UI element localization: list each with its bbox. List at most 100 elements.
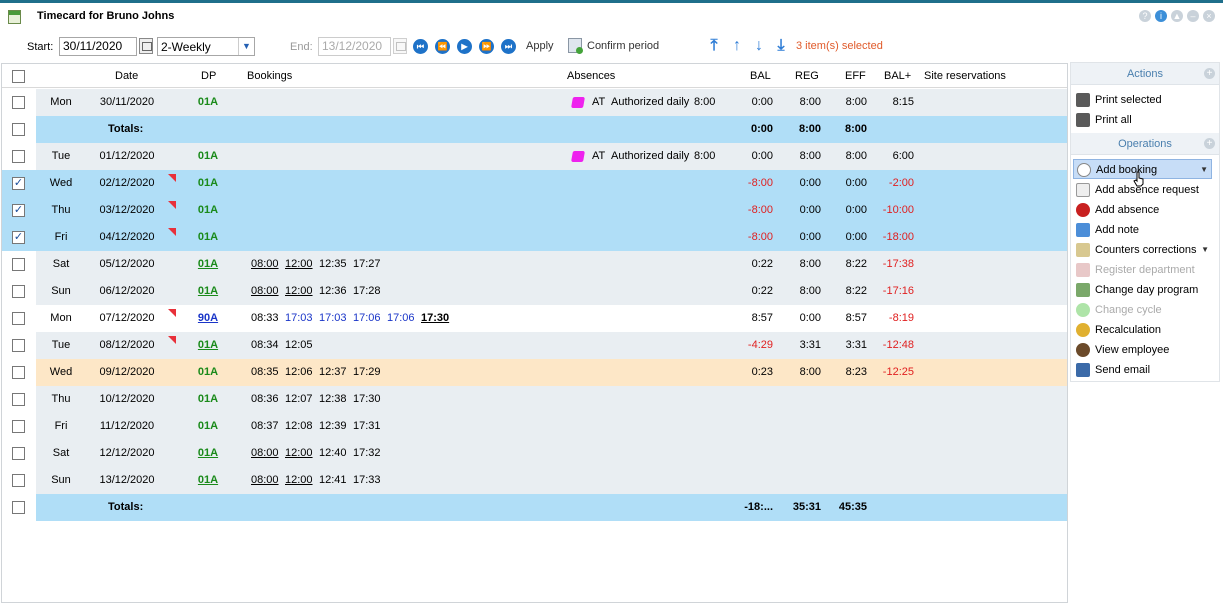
help-icon[interactable]: ? [1139,10,1151,22]
table-row[interactable]: Wed 09/12/2020 01A 08:35 12:06 12:37 17:… [2,359,1067,386]
header-absences[interactable]: Absences [567,70,616,82]
add-absence-item[interactable]: Add absence [1073,200,1212,220]
next-period-icon[interactable]: ⏩ [479,39,494,54]
play-icon[interactable]: ▶ [457,39,472,54]
row-checkbox[interactable] [12,501,25,514]
move-up-icon[interactable]: ↑ [733,37,741,54]
operations-header[interactable]: Operations + [1071,133,1219,155]
add-absence-request-item[interactable]: Add absence request [1073,180,1212,200]
row-dp-link[interactable]: 90A [197,312,219,324]
collapse-icon[interactable]: + [1204,68,1215,79]
booking-link[interactable]: 17:30 [421,312,450,324]
booking-link[interactable]: 08:00 [251,474,279,486]
table-row[interactable]: Sat 12/12/2020 01A 08:00 12:00 12:40 17:… [2,440,1067,467]
counters-corrections-item[interactable]: Counters corrections ▼ [1073,240,1212,260]
row-checkbox-checked[interactable]: ✓ [12,204,25,217]
totals-label: Totals: [108,501,144,513]
row-checkbox[interactable] [12,123,25,136]
header-date[interactable]: Date [115,70,139,82]
row-checkbox[interactable] [12,312,25,325]
minimize-icon[interactable]: – [1187,10,1199,22]
close-icon[interactable]: × [1203,10,1215,22]
print-all-item[interactable]: Print all [1073,110,1212,130]
table-row[interactable]: ✓ Thu 03/12/2020 01A -8:00 0:00 0:00 -10… [2,197,1067,224]
collapse-icon[interactable]: + [1204,138,1215,149]
row-checkbox-checked[interactable]: ✓ [12,177,25,190]
table-row[interactable]: Mon 30/11/2020 01A AT Authorized daily 8… [2,89,1067,116]
move-down-icon[interactable]: ↓ [755,37,763,54]
chevron-down-icon[interactable]: ▼ [1200,165,1208,174]
table-row[interactable]: Tue 08/12/2020 01A 08:34 12:05 -4:29 3:3… [2,332,1067,359]
header-site-reservations[interactable]: Site reservations [924,70,1006,82]
actions-header[interactable]: Actions + [1071,63,1219,85]
booking: 08:35 [251,366,279,378]
table-row[interactable]: Tue 01/12/2020 01A AT Authorized daily 8… [2,143,1067,170]
apply-button[interactable]: Apply [526,40,554,52]
row-checkbox[interactable] [12,393,25,406]
last-period-icon[interactable]: ⏭ [501,39,516,54]
row-checkbox[interactable] [12,420,25,433]
booking-link[interactable]: 08:00 [251,285,279,297]
start-date-input[interactable]: 30/11/2020 [59,37,137,56]
select-all-checkbox[interactable] [12,70,25,83]
table-row[interactable]: Sun 13/12/2020 01A 08:00 12:00 12:41 17:… [2,467,1067,494]
table-row[interactable]: ✓ Fri 04/12/2020 01A -8:00 0:00 0:00 -18… [2,224,1067,251]
info-icon[interactable]: i [1155,10,1167,22]
table-row[interactable]: ✓ Wed 02/12/2020 01A -8:00 0:00 0:00 -2:… [2,170,1067,197]
window-top-border [0,0,1223,3]
row-checkbox[interactable] [12,258,25,271]
row-checkbox[interactable] [12,339,25,352]
row-checkbox[interactable] [12,474,25,487]
change-day-program-item[interactable]: Change day program [1073,280,1212,300]
table-row[interactable]: Sun 06/12/2020 01A 08:00 12:00 12:36 17:… [2,278,1067,305]
booking-link[interactable]: 08:00 [251,258,279,270]
booking: 12:35 [319,258,347,270]
row-bal: -8:00 [747,204,773,216]
confirm-period-icon[interactable] [568,38,583,54]
booking-link[interactable]: 08:00 [251,447,279,459]
table-row[interactable]: Sat 05/12/2020 01A 08:00 12:00 12:35 17:… [2,251,1067,278]
recalculation-item[interactable]: Recalculation [1073,320,1212,340]
chevron-down-icon[interactable]: ▼ [1201,245,1209,254]
table-row[interactable]: Fri 11/12/2020 01A 08:37 12:08 12:39 17:… [2,413,1067,440]
header-dp[interactable]: DP [201,70,217,82]
row-dp-link[interactable]: 01A [197,339,219,351]
header-bookings[interactable]: Bookings [247,70,293,82]
first-period-icon[interactable]: ⏮ [413,39,428,54]
row-dp-link[interactable]: 01A [197,447,219,459]
booking: 12:41 [319,474,347,486]
booking-link[interactable]: 12:00 [285,258,313,270]
row-checkbox[interactable] [12,285,25,298]
add-booking-item[interactable]: Add booking ▼ [1073,159,1212,179]
print-selected-item[interactable]: Print selected [1073,90,1212,110]
move-top-icon[interactable]: ⤒ [710,37,718,54]
up-icon[interactable]: ▲ [1171,10,1183,22]
confirm-period-button[interactable]: Confirm period [587,40,660,52]
previous-period-icon[interactable]: ⏪ [435,39,450,54]
row-dp-link[interactable]: 01A [197,285,219,297]
row-checkbox[interactable] [12,150,25,163]
header-bal[interactable]: BAL [750,70,771,82]
header-balp[interactable]: BAL+ [884,70,912,82]
period-select[interactable]: 2-Weekly ▼ [157,37,255,56]
booking-link[interactable]: 12:00 [285,447,313,459]
table-row[interactable]: Mon 07/12/2020 90A 08:33 17:03 17:03 17:… [2,305,1067,332]
row-checkbox[interactable] [12,96,25,109]
row-checkbox[interactable] [12,366,25,379]
row-dp-link[interactable]: 01A [197,474,219,486]
add-note-item[interactable]: Add note [1073,220,1212,240]
header-eff[interactable]: EFF [845,70,866,82]
selection-count: 3 item(s) selected [796,40,883,52]
table-row[interactable]: Thu 10/12/2020 01A 08:36 12:07 12:38 17:… [2,386,1067,413]
view-employee-item[interactable]: View employee [1073,340,1212,360]
booking: 17:28 [353,285,381,297]
send-email-item[interactable]: Send email [1073,360,1212,380]
row-dp-link[interactable]: 01A [197,258,219,270]
header-reg[interactable]: REG [795,70,819,82]
move-bottom-icon[interactable]: ⤓ [777,37,785,54]
row-checkbox[interactable] [12,447,25,460]
row-checkbox-checked[interactable]: ✓ [12,231,25,244]
booking-link[interactable]: 12:00 [285,285,313,297]
booking-link[interactable]: 12:00 [285,474,313,486]
start-calendar-button[interactable] [139,38,153,54]
